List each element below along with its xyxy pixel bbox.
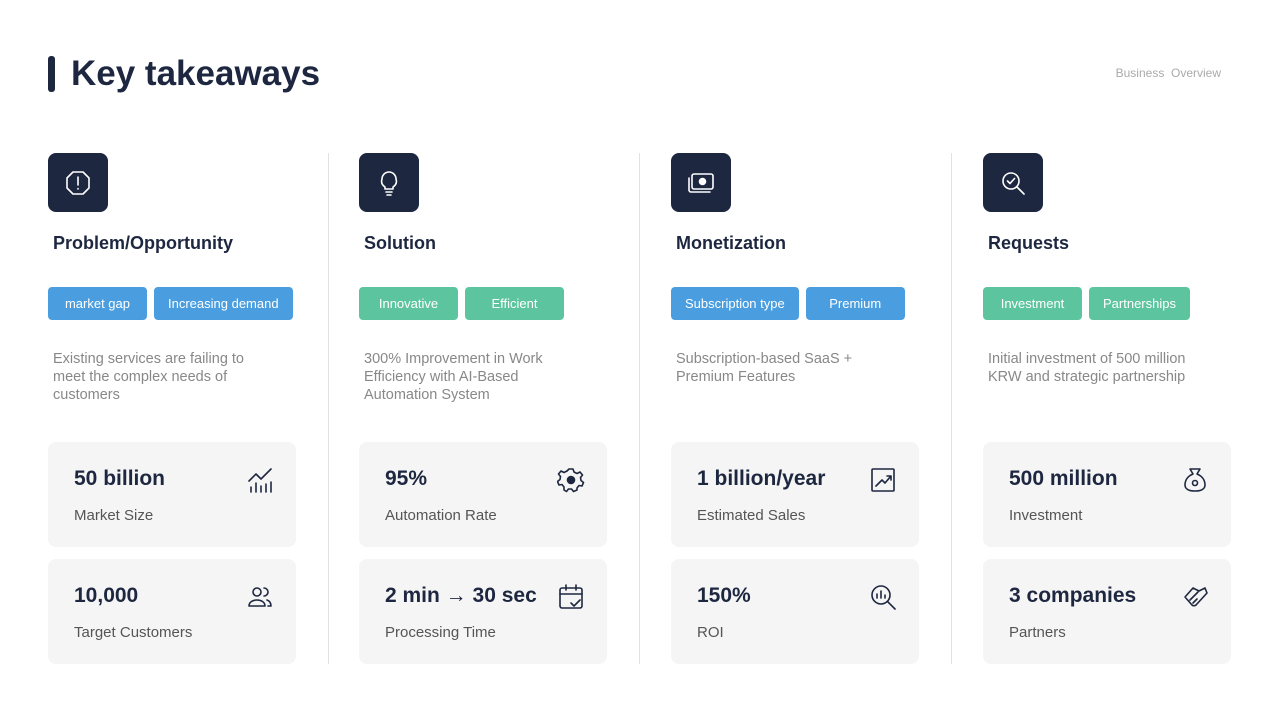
- stat-label: ROI: [697, 624, 724, 641]
- tag-list: market gap Increasing demand: [48, 287, 293, 320]
- stat-label: Market Size: [74, 507, 154, 524]
- column: Problem/Opportunity market gap Increasing …: [48, 153, 296, 664]
- stat-icon: [1181, 466, 1209, 499]
- stat-value: 3 companies: [1009, 584, 1137, 607]
- column: Requests Investment Partnerships Initial in…: [983, 153, 1231, 664]
- section-label: Business Overview: [1115, 66, 1221, 80]
- stat-card: 3 companies Partners: [983, 559, 1231, 664]
- tag-list: Subscription type Premium: [671, 287, 905, 320]
- tag: market gap: [48, 287, 147, 320]
- column: Monetization Subscription type Premium Subs…: [671, 153, 919, 664]
- stat-icon: [869, 466, 897, 499]
- stat-label: Investment: [1009, 507, 1083, 524]
- column-icon: [671, 153, 731, 212]
- tag: Partnerships: [1089, 287, 1190, 320]
- stat-card: 500 million Investment: [983, 442, 1231, 547]
- stat-icon: [556, 466, 585, 499]
- divider: [951, 153, 952, 664]
- stat-icon: [869, 583, 897, 616]
- stat-icon: [1181, 583, 1209, 616]
- divider: [328, 153, 329, 664]
- stat-label: Target Customers: [74, 624, 193, 641]
- description: Subscription-based SaaS + Premium Featur…: [676, 351, 853, 385]
- tag: Increasing demand: [154, 287, 293, 320]
- stat-value: 95%: [385, 467, 428, 490]
- page-title: Key takeaways: [71, 54, 321, 93]
- stat-icon: [557, 583, 585, 616]
- title-accent: [48, 56, 55, 92]
- stat-card: 150% ROI: [671, 559, 919, 664]
- column-title: Problem/Opportunity: [53, 233, 233, 253]
- column-icon: [48, 153, 108, 212]
- stat-card: 10,000 Target Customers: [48, 559, 296, 664]
- stat-value: 10,000: [74, 584, 139, 607]
- stat-value: 500 million: [1009, 467, 1118, 490]
- stat-card: 95% Automation Rate: [359, 442, 607, 547]
- tag: Efficient: [465, 287, 564, 320]
- stat-icon: [246, 583, 274, 616]
- description: Existing services are failing to meet th…: [53, 351, 244, 403]
- stat-label: Partners: [1009, 624, 1066, 641]
- column-icon: [359, 153, 419, 212]
- stat-label: Processing Time: [385, 624, 496, 641]
- description: Initial investment of 500 million KRW an…: [988, 351, 1186, 385]
- tag: Premium: [805, 287, 905, 320]
- stat-value: 1 billion/year: [697, 467, 826, 490]
- stat-value: 2 min → 30 sec: [385, 584, 537, 607]
- stat-card: 1 billion/year Estimated Sales: [671, 442, 919, 547]
- tag: Innovative: [359, 287, 458, 320]
- divider: [639, 153, 640, 664]
- stat-value: 150%: [697, 584, 751, 607]
- tag-list: Innovative Efficient: [359, 287, 564, 320]
- stat-label: Estimated Sales: [697, 507, 806, 524]
- stat-card: 2 min → 30 sec Processing Time: [359, 559, 607, 664]
- description: 300% Improvement in Work Efficiency with…: [364, 351, 543, 403]
- tag-list: Investment Partnerships: [983, 287, 1190, 320]
- tag: Subscription type: [671, 287, 799, 320]
- stat-icon: [246, 466, 274, 499]
- stat-value: 50 billion: [74, 467, 166, 490]
- column-icon: [983, 153, 1043, 212]
- column-title: Monetization: [676, 233, 786, 253]
- column-title: Requests: [988, 233, 1070, 253]
- tag: Investment: [983, 287, 1082, 320]
- stat-label: Automation Rate: [385, 507, 497, 524]
- column-title: Solution: [364, 233, 436, 253]
- stat-card: 50 billion Market Size: [48, 442, 296, 547]
- column: Solution Innovative Efficient 300% Improvem…: [359, 153, 607, 664]
